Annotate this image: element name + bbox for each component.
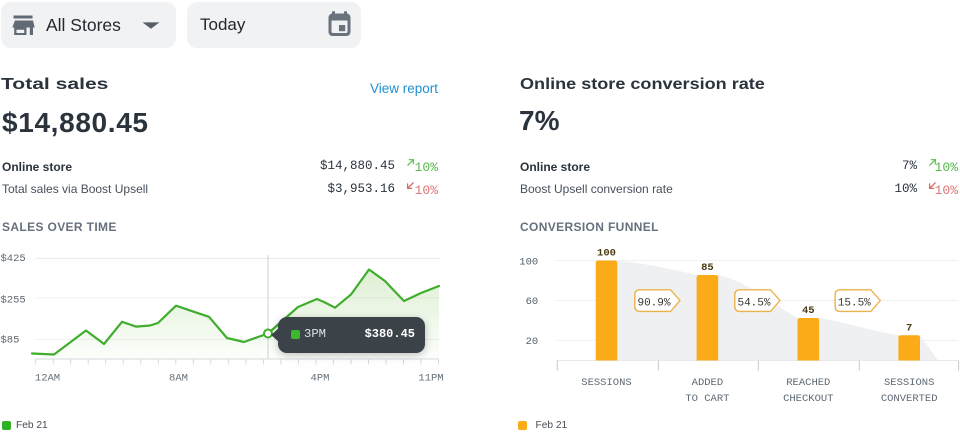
svg-text:$85: $85 [1,335,20,347]
svg-text:CHECKOUT: CHECKOUT [783,393,833,405]
svg-text:90.9%: 90.9% [637,298,670,310]
svg-text:85: 85 [701,262,714,274]
svg-text:11PM: 11PM [418,373,443,385]
svg-text:CONVERTED: CONVERTED [881,393,938,405]
svg-text:TO CART: TO CART [685,393,729,405]
svg-text:REACHED: REACHED [786,377,830,389]
svg-text:7: 7 [906,322,912,334]
svg-text:100: 100 [597,248,616,260]
svg-text:20: 20 [526,336,539,348]
svg-text:60: 60 [526,296,539,308]
svg-text:$255: $255 [1,294,26,306]
svg-text:12AM: 12AM [35,373,60,385]
svg-text:4PM: 4PM [311,373,330,385]
svg-text:SESSIONS: SESSIONS [581,377,631,389]
svg-text:$425: $425 [1,253,26,265]
svg-text:8AM: 8AM [169,373,188,385]
svg-text:ADDED: ADDED [692,377,724,389]
svg-text:SESSIONS: SESSIONS [884,377,934,389]
svg-text:15.5%: 15.5% [838,298,871,310]
svg-text:100: 100 [519,256,538,268]
svg-text:45: 45 [802,305,815,317]
svg-text:54.5%: 54.5% [737,298,770,310]
